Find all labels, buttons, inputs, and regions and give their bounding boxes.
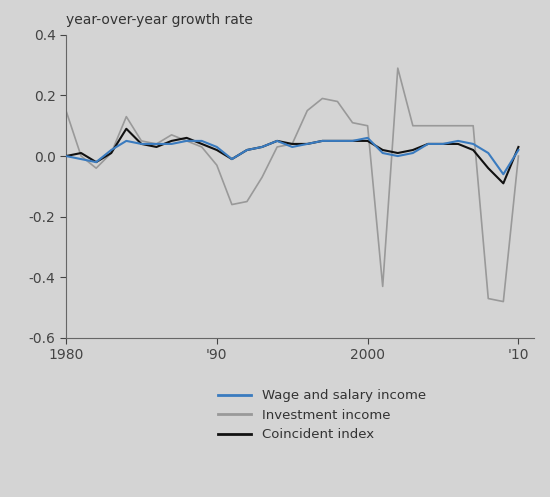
Text: year-over-year growth rate: year-over-year growth rate <box>66 13 253 27</box>
Legend: Wage and salary income, Investment income, Coincident index: Wage and salary income, Investment incom… <box>213 384 431 447</box>
